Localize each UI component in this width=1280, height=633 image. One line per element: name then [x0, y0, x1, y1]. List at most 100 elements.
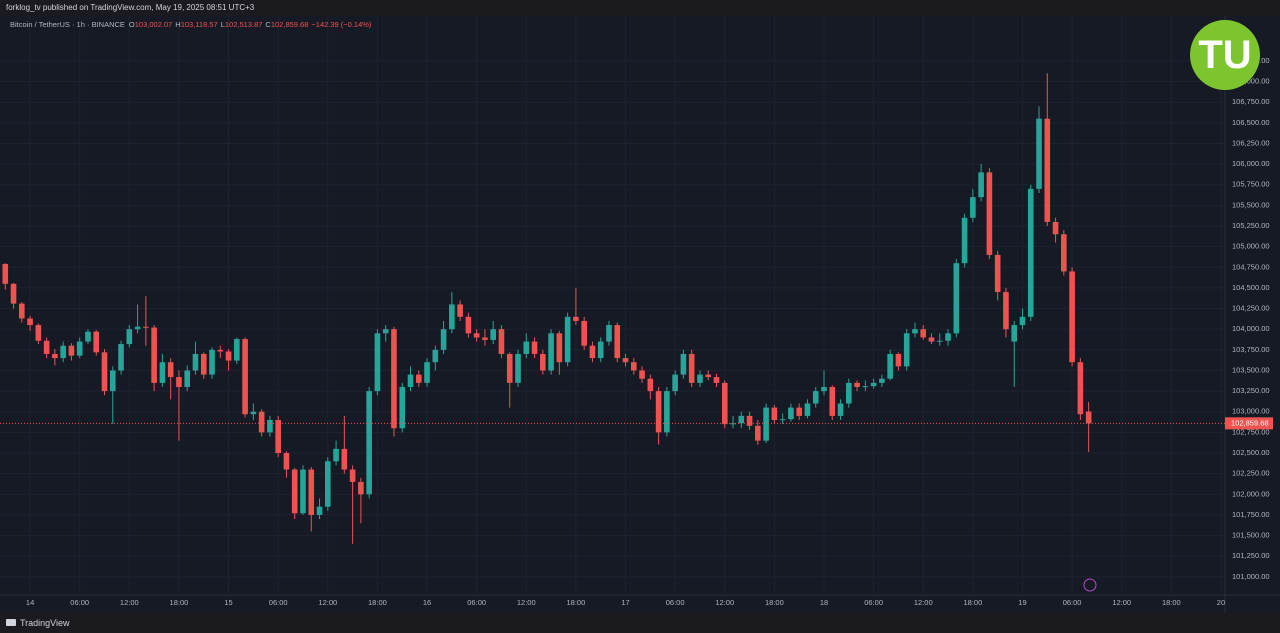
x-tick-label: 06:00: [864, 598, 883, 607]
candle-body: [614, 325, 621, 359]
legend-key: H: [175, 20, 181, 29]
candle-body: [581, 320, 587, 346]
y-tick-label: 103,250.00: [1232, 386, 1270, 395]
x-tick-label: 12:00: [318, 598, 337, 607]
candle-body: [895, 353, 902, 367]
candle-body: [936, 340, 943, 342]
candle-body: [432, 349, 439, 363]
candle-body: [548, 333, 554, 371]
candle-body: [143, 326, 149, 328]
legend: Bitcoin / TetherUS · 1h · BINANCE O103,00…: [10, 20, 374, 29]
candle-body: [556, 333, 563, 363]
candle-body: [680, 353, 687, 375]
candle-body: [879, 378, 885, 383]
y-tick-label: 105,500.00: [1232, 200, 1270, 209]
candle-body: [763, 407, 769, 441]
x-tick-label: 06:00: [666, 598, 685, 607]
candle-body: [407, 374, 414, 387]
y-tick-label: 104,500.00: [1232, 283, 1270, 292]
candle-body: [655, 391, 662, 433]
candle-body: [1085, 411, 1092, 424]
legend-value: 102,859.68: [270, 20, 309, 29]
candle-body: [167, 362, 174, 378]
candle-body: [540, 353, 546, 371]
candle-body: [713, 377, 720, 383]
candle-body: [473, 333, 480, 338]
candle-body: [597, 341, 604, 359]
candle-body: [19, 303, 25, 319]
y-tick-label: 106,500.00: [1232, 118, 1270, 127]
y-tick-label: 103,500.00: [1232, 365, 1270, 374]
candle-body: [796, 407, 802, 416]
candle-body: [43, 340, 50, 354]
y-tick-label: 102,000.00: [1232, 489, 1270, 498]
candle-body: [27, 318, 33, 326]
candle-body: [250, 411, 257, 415]
candle-body: [779, 419, 786, 421]
candle-body: [961, 217, 968, 264]
y-tick-label: 102,750.00: [1232, 427, 1270, 436]
x-tick-label: 18:00: [765, 598, 784, 607]
last-price-box: [1225, 417, 1273, 430]
candle-body: [134, 326, 141, 330]
candle-body: [424, 362, 430, 383]
alert-icon[interactable]: [1083, 578, 1097, 592]
x-tick-label: 12:00: [715, 598, 734, 607]
x-tick-label: 06:00: [269, 598, 288, 607]
candle-body: [912, 329, 918, 334]
candle-body: [970, 197, 976, 218]
candle-body: [291, 469, 298, 514]
footer: TradingView: [0, 613, 1280, 633]
candle-body: [994, 254, 1001, 293]
candle-body: [746, 415, 753, 426]
candle-body: [903, 333, 910, 367]
candle-body: [1044, 118, 1051, 222]
candle-body: [415, 374, 422, 383]
x-tick-label: 18:00: [963, 598, 982, 607]
y-tick-label: 104,750.00: [1232, 262, 1270, 271]
candle-body: [200, 353, 207, 375]
candle-body: [523, 341, 530, 354]
candle-body: [738, 415, 745, 424]
candle-body: [1027, 188, 1034, 317]
candle-body: [862, 386, 869, 388]
candle-body: [1011, 325, 1018, 342]
candle-body: [1061, 234, 1067, 272]
candle-body: [721, 382, 728, 425]
x-tick-label: 18:00: [170, 598, 189, 607]
y-tick-label: 105,750.00: [1232, 180, 1270, 189]
candle-body: [341, 448, 348, 470]
candle-body: [93, 331, 100, 353]
candle-body: [1019, 316, 1026, 326]
candle-body: [76, 341, 83, 356]
y-tick-label: 101,250.00: [1232, 551, 1270, 560]
candle-body: [308, 469, 315, 515]
y-tick-label: 106,250.00: [1232, 138, 1270, 147]
candle-body: [209, 349, 215, 375]
candle-body: [234, 339, 240, 361]
candle-body: [118, 344, 124, 371]
candle-body: [68, 345, 75, 356]
candle-body: [498, 329, 505, 354]
legend-value: 103,118.57: [180, 20, 218, 29]
candle-body: [151, 327, 157, 383]
candle-body: [1069, 271, 1075, 363]
candle-body: [10, 283, 17, 304]
candle-body: [217, 349, 224, 352]
y-tick-label: 106,000.00: [1232, 159, 1270, 168]
y-tick-label: 103,750.00: [1232, 345, 1270, 354]
candle-body: [457, 304, 463, 317]
candle-body: [755, 425, 761, 441]
candle-body: [333, 448, 339, 462]
candle-body: [573, 316, 579, 321]
candle-body: [366, 391, 372, 495]
candle-body: [812, 391, 819, 404]
candle-body: [109, 370, 116, 392]
x-tick-label: 15: [224, 598, 232, 607]
candle-body: [887, 353, 893, 379]
candle-body: [176, 377, 182, 387]
x-tick-label: 12:00: [1112, 598, 1131, 607]
candle-body: [928, 337, 935, 342]
candle-body: [399, 386, 406, 429]
